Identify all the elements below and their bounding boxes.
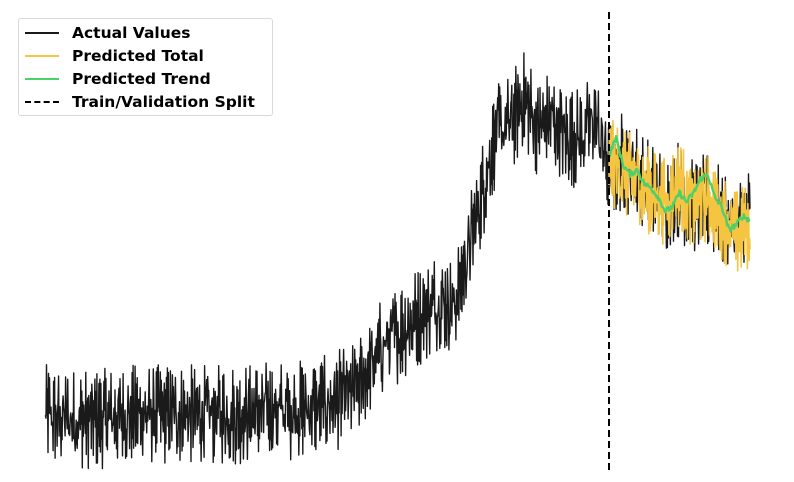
legend-label-predicted-total: Predicted Total (72, 47, 204, 65)
legend-item-actual: Actual Values (25, 23, 191, 43)
legend-label-split: Train/Validation Split (72, 93, 255, 111)
series-predicted-trend (607, 134, 751, 233)
legend-swatch-predicted-trend (25, 78, 59, 80)
legend-swatch-actual (25, 32, 59, 34)
legend-item-split: Train/Validation Split (25, 92, 255, 112)
legend: Actual Values Predicted Total Predicted … (18, 18, 273, 116)
legend-label-actual: Actual Values (72, 24, 191, 42)
series-actual-values (44, 52, 751, 470)
legend-swatch-predicted-total (25, 55, 59, 57)
legend-item-predicted-trend: Predicted Trend (25, 69, 211, 89)
legend-swatch-split (25, 101, 59, 103)
series-layer (44, 52, 751, 470)
legend-item-predicted-total: Predicted Total (25, 46, 204, 66)
legend-label-predicted-trend: Predicted Trend (72, 70, 211, 88)
